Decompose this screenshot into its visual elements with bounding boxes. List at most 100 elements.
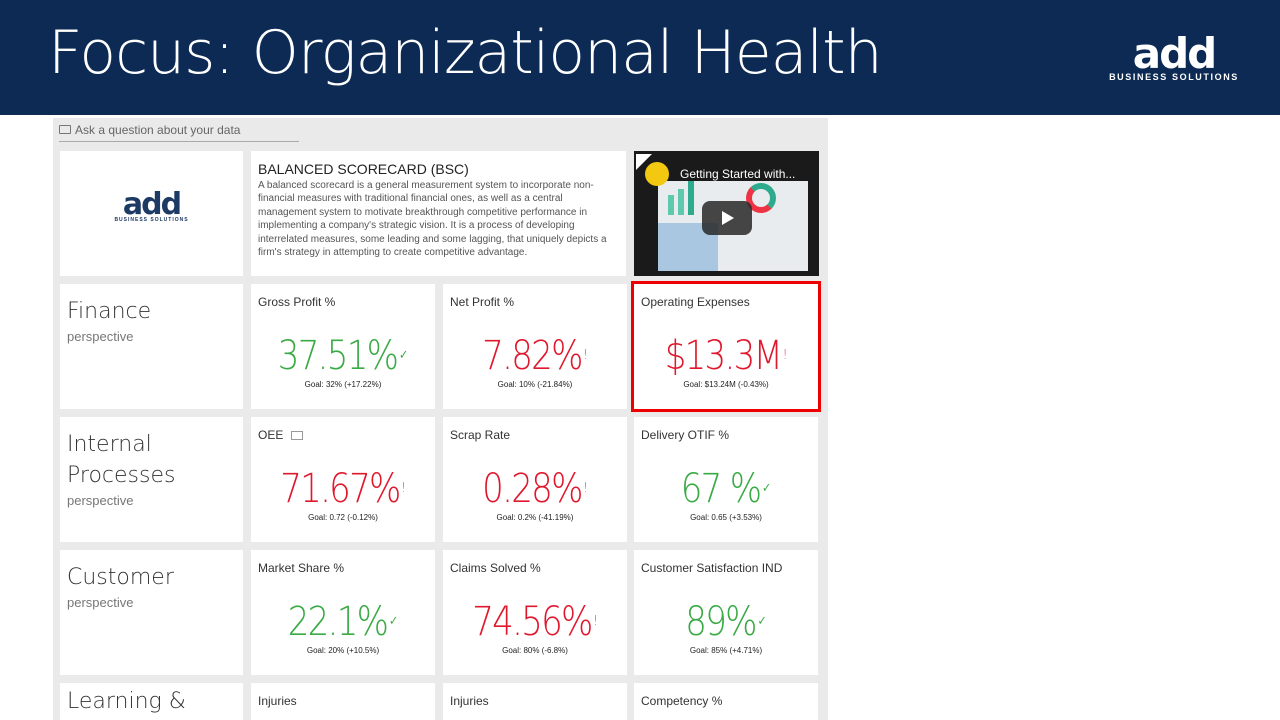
kpi-title-wrap: Delivery OTIF % xyxy=(641,428,729,442)
kpi-value-wrap: 71.67%! xyxy=(265,469,421,509)
kpi-card[interactable]: Customer Satisfaction IND 89% ✓ Goal: 85%… xyxy=(634,550,818,675)
logo-mark: add xyxy=(1132,29,1217,78)
video-title: Getting Started with... xyxy=(680,167,796,181)
dashboard-panel: Ask a question about your data add BUSIN… xyxy=(53,118,828,720)
alert-icon: ! xyxy=(782,348,788,363)
kpi-title: Market Share % xyxy=(258,561,345,575)
kpi-title-wrap: Gross Profit % xyxy=(258,295,335,309)
video-thumbnail xyxy=(658,181,808,271)
kpi-value: 67 % xyxy=(680,466,762,512)
alert-icon: ! xyxy=(593,614,598,629)
kpi-title-wrap: Competency % xyxy=(641,694,722,708)
bsc-body: A balanced scorecard is a general measur… xyxy=(258,180,607,259)
kpi-title: Gross Profit % xyxy=(258,295,336,309)
kpi-title-wrap: Claims Solved % xyxy=(450,561,541,575)
perspective-label: Learning & xyxy=(67,689,237,715)
alert-icon: ! xyxy=(583,481,588,496)
kpi-goal: Goal: 0.2% (-41.19%) xyxy=(496,513,574,522)
kpi-title-wrap: Net Profit % xyxy=(450,295,514,309)
bsc-description-tile[interactable]: BALANCED SCORECARD (BSC) A balanced scor… xyxy=(251,151,626,276)
play-button[interactable] xyxy=(702,201,752,235)
play-icon xyxy=(722,211,734,225)
kpi-value: 89% xyxy=(685,599,757,645)
kpi-value: 37.51% xyxy=(277,333,399,379)
kpi-goal: Goal: 32% (+17.22%) xyxy=(304,380,382,389)
kpi-card[interactable]: Competency % xyxy=(634,683,818,720)
kpi-value: 22.1% xyxy=(287,599,389,645)
kpi-title-wrap: OEE xyxy=(258,428,304,442)
kpi-value: 71.67% xyxy=(280,466,401,512)
perspective-tile: Customer perspective xyxy=(60,550,243,675)
perspective-label: Internal Processes perspective xyxy=(67,429,237,509)
kpi-goal: Goal: 20% (+10.5%) xyxy=(306,646,380,655)
chat-icon xyxy=(59,125,71,134)
kpi-value: 0.28% xyxy=(482,466,583,512)
check-icon: ✓ xyxy=(398,348,409,363)
powerbi-icon xyxy=(645,162,669,186)
kpi-title-wrap: Customer Satisfaction IND xyxy=(641,561,782,575)
kpi-title: Delivery OTIF % xyxy=(641,428,730,442)
kpi-title: Competency % xyxy=(641,694,723,708)
kpi-card[interactable]: Injuries xyxy=(443,683,627,720)
kpi-card[interactable]: Market Share % 22.1% ✓ Goal: 20% (+10.5%) xyxy=(251,550,435,675)
kpi-card[interactable]: Scrap Rate 0.28%! Goal: 0.2% (-41.19%) xyxy=(443,417,627,542)
kpi-title: Operating Expenses xyxy=(641,295,750,309)
kpi-goal: Goal: 80% (-6.8%) xyxy=(502,646,568,655)
comment-icon[interactable] xyxy=(291,431,304,441)
kpi-value-wrap: 37.51% ✓ xyxy=(265,336,421,376)
perspective-subtitle: perspective xyxy=(67,595,134,610)
kpi-title: Scrap Rate xyxy=(450,428,511,442)
perspective-subtitle: perspective xyxy=(67,493,134,508)
kpi-title-wrap: Scrap Rate xyxy=(450,428,510,442)
check-icon: ✓ xyxy=(757,614,767,629)
kpi-goal: Goal: 0.72 (-0.12%) xyxy=(308,513,378,522)
tile-logo-subtitle: BUSINESS SOLUTIONS xyxy=(114,217,189,223)
video-tile[interactable]: Getting Started with... xyxy=(634,151,819,276)
kpi-card[interactable]: Gross Profit % 37.51% ✓ Goal: 32% (+17.22… xyxy=(251,284,435,409)
kpi-value-wrap: $13.3M! xyxy=(648,336,804,376)
kpi-card[interactable]: Operating Expenses $13.3M! Goal: $13.24M… xyxy=(631,281,821,412)
perspective-label: Customer perspective xyxy=(67,562,237,611)
kpi-card[interactable]: Net Profit % 7.82%! Goal: 10% (-21.84%) xyxy=(443,284,627,409)
kpi-title-wrap: Injuries xyxy=(258,694,297,708)
logo-subtitle: BUSINESS SOLUTIONS xyxy=(1109,72,1239,82)
kpi-value-wrap: 74.56%! xyxy=(457,602,613,642)
kpi-title: Injuries xyxy=(450,694,489,708)
perspective-name: Internal Processes xyxy=(67,432,176,488)
logo-tile[interactable]: add BUSINESS SOLUTIONS xyxy=(60,151,243,276)
kpi-value-wrap: 0.28%! xyxy=(457,469,613,509)
kpi-value: 7.82% xyxy=(482,333,583,379)
kpi-goal: Goal: $13.24M (-0.43%) xyxy=(683,380,769,389)
kpi-goal: Goal: 0.65 (+3.53%) xyxy=(690,513,762,522)
kpi-title: Injuries xyxy=(258,694,297,708)
kpi-card[interactable]: Claims Solved % 74.56%! Goal: 80% (-6.8%… xyxy=(443,550,627,675)
perspective-name: Customer xyxy=(67,565,174,590)
kpi-title: Customer Satisfaction IND xyxy=(641,561,783,575)
kpi-card[interactable]: Injuries xyxy=(251,683,435,720)
kpi-title-wrap: Operating Expenses xyxy=(641,295,750,309)
perspective-name: Finance xyxy=(67,299,152,324)
perspective-subtitle: perspective xyxy=(67,329,134,344)
kpi-value-wrap: 89% ✓ xyxy=(648,602,804,642)
kpi-card[interactable]: Delivery OTIF % 67 % ✓ Goal: 0.65 (+3.53%… xyxy=(634,417,818,542)
alert-icon: ! xyxy=(401,481,406,496)
kpi-card[interactable]: OEE 71.67%! Goal: 0.72 (-0.12%) xyxy=(251,417,435,542)
kpi-title: OEE xyxy=(258,428,284,442)
perspective-label: Finance perspective xyxy=(67,296,237,345)
kpi-goal: Goal: 10% (-21.84%) xyxy=(497,380,573,389)
kpi-goal: Goal: 85% (+4.71%) xyxy=(689,646,763,655)
perspective-tile: Learning & xyxy=(60,683,243,720)
tile-logo-mark: add xyxy=(122,187,182,222)
qa-input[interactable]: Ask a question about your data xyxy=(59,122,299,142)
kpi-value-wrap: 22.1% ✓ xyxy=(265,602,421,642)
kpi-value-wrap: 7.82%! xyxy=(457,336,613,376)
qa-placeholder: Ask a question about your data xyxy=(75,123,241,137)
kpi-title: Claims Solved % xyxy=(450,561,541,575)
alert-icon: ! xyxy=(583,348,588,363)
kpi-value-wrap: 67 % ✓ xyxy=(648,469,804,509)
bsc-heading: BALANCED SCORECARD (BSC) xyxy=(258,161,469,177)
company-logo: add BUSINESS SOLUTIONS xyxy=(1108,29,1240,83)
kpi-value: $13.3M xyxy=(664,333,783,379)
kpi-title-wrap: Injuries xyxy=(450,694,489,708)
perspective-name: Learning & xyxy=(67,689,186,714)
